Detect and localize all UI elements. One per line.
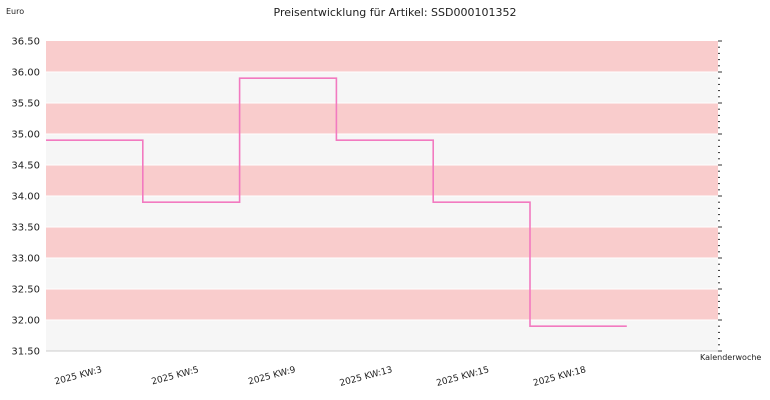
- plot-band: [46, 289, 718, 320]
- x-tick-label: 2025 KW:18: [532, 365, 587, 389]
- x-tick-label: 2025 KW:5: [151, 365, 200, 387]
- series-line-price: [46, 77, 627, 327]
- gridlines: [46, 71, 718, 352]
- y-tick-label: 33.00: [11, 254, 40, 265]
- y-tick-labels: 31.50 32.00 32.50 33.00 33.50 34.00 34.50 35.00…: [11, 37, 40, 358]
- x-tick-label: 2025 KW:9: [247, 365, 297, 387]
- y-tick-label: 35.00: [11, 130, 40, 141]
- x-tick-label: 2025 KW:15: [435, 365, 490, 389]
- plot-band: [46, 41, 718, 72]
- y-tick-label: 34.00: [11, 192, 40, 203]
- plot-background-bands: [46, 41, 718, 351]
- y-tick-label: 36.50: [11, 37, 40, 48]
- right-axis-ticks: [718, 40, 722, 352]
- plot-band: [46, 103, 718, 134]
- x-tick-label: 2025 KW:3: [54, 365, 103, 387]
- y-tick-label: 35.50: [11, 99, 40, 110]
- y-tick-label: 36.00: [11, 68, 40, 79]
- plot-band: [46, 165, 718, 196]
- x-tick-label: 2025 KW:13: [339, 365, 394, 389]
- y-tick-label: 34.50: [11, 161, 40, 172]
- x-axis-label: Kalenderwoche: [700, 353, 761, 362]
- y-axis-label: Euro: [6, 7, 24, 16]
- y-tick-label: 32.00: [11, 316, 40, 327]
- x-tick-labels: 2025 KW:3 2025 KW:5 2025 KW:9 2025 KW:13 202…: [54, 365, 588, 389]
- plot-band: [46, 227, 718, 258]
- plot-band: [46, 320, 718, 351]
- y-tick-label: 33.50: [11, 223, 40, 234]
- plot-band: [46, 258, 718, 289]
- chart-title: Preisentwicklung für Artikel: SSD0001013…: [274, 6, 517, 19]
- plot-band: [46, 196, 718, 227]
- plot-band: [46, 134, 718, 165]
- plot-band: [46, 72, 718, 103]
- y-tick-label: 32.50: [11, 285, 40, 296]
- y-tick-label: 31.50: [11, 347, 40, 358]
